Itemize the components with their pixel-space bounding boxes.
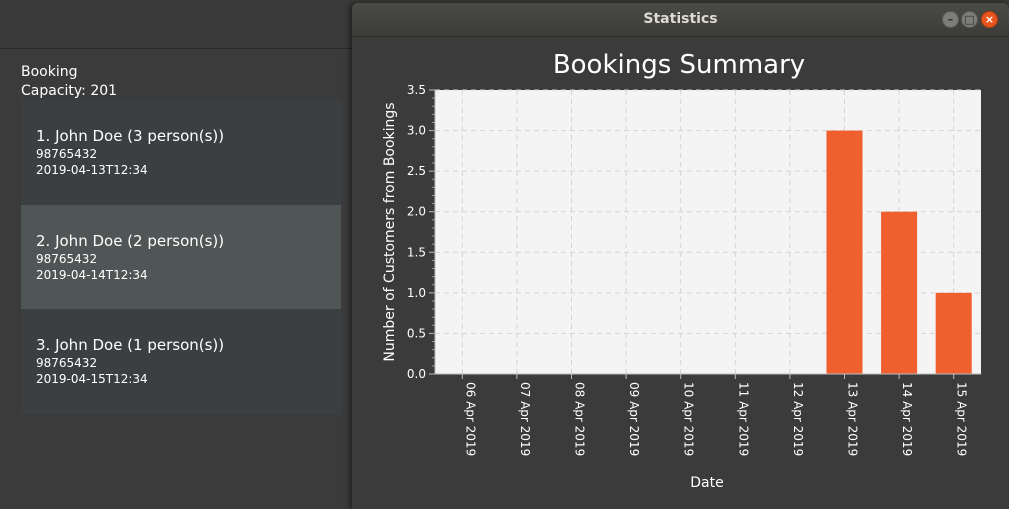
y-tick-label: 1.0 — [407, 286, 426, 300]
bar-13-apr-2019 — [826, 130, 863, 374]
window-title: Statistics — [643, 11, 718, 27]
booking-customer: 2. John Doe (2 person(s)) — [36, 231, 225, 250]
booking-phone: 98765432 — [36, 356, 98, 371]
booking-panel-title: Booking — [21, 64, 78, 80]
x-tick-label: 14 Apr 2019 — [900, 382, 914, 456]
bar-15-apr-2019 — [935, 292, 972, 374]
x-tick-label: 10 Apr 2019 — [682, 382, 696, 456]
x-tick-label: 15 Apr 2019 — [955, 382, 969, 456]
x-tick-label: 11 Apr 2019 — [736, 382, 750, 456]
y-tick-label: 0.0 — [407, 367, 426, 381]
booking-datetime: 2019-04-15T12:34 — [36, 372, 148, 387]
booking-capacity: Capacity: 201 — [21, 83, 118, 99]
booking-datetime: 2019-04-13T12:34 — [36, 163, 148, 177]
minimize-icon: – — [947, 13, 954, 26]
x-tick-label: 07 Apr 2019 — [518, 382, 532, 456]
minimize-button[interactable]: – — [942, 11, 959, 28]
x-tick-label: 12 Apr 2019 — [791, 382, 805, 456]
bookings-chart: Bookings Summary Number of Customers fro… — [382, 50, 981, 491]
bar-14-apr-2019 — [881, 211, 918, 374]
booking-customer: 1. John Doe (3 person(s)) — [36, 127, 225, 145]
booking-phone: 98765432 — [36, 251, 98, 266]
maximize-button[interactable]: □ — [961, 11, 978, 28]
booking-phone: 98765432 — [36, 147, 98, 161]
booking-card-2[interactable]: 2. John Doe (2 person(s)) 98765432 2019-… — [21, 204, 341, 310]
y-tick-label: 1.5 — [407, 245, 426, 259]
close-icon: × — [984, 13, 995, 26]
booking-card-1[interactable]: 1. John Doe (3 person(s)) 98765432 2019-… — [21, 100, 341, 205]
maximize-icon: □ — [964, 13, 975, 26]
booking-datetime: 2019-04-14T12:34 — [36, 267, 148, 282]
y-axis-label: Number of Customers from Bookings — [382, 102, 398, 361]
booking-customer: 3. John Doe (1 person(s)) — [36, 336, 225, 355]
y-tick-label: 3.0 — [407, 124, 426, 138]
y-tick-label: 0.5 — [407, 326, 426, 340]
chart-title: Bookings Summary — [553, 50, 805, 80]
x-tick-label: 13 Apr 2019 — [846, 382, 860, 456]
plot-area: 0.0 0.5 1.0 1.5 2.0 2.5 3.0 3.5 06 Apr 2019 07 Ap… — [407, 83, 981, 456]
close-button[interactable]: × — [981, 11, 998, 28]
x-tick-label: 08 Apr 2019 — [573, 382, 587, 456]
booking-card-3[interactable]: 3. John Doe (1 person(s)) 98765432 2019-… — [21, 309, 341, 414]
booking-list[interactable]: 1. John Doe (3 person(s)) 98765432 2019-… — [21, 100, 341, 414]
booking-panel-header: Booking Capacity: 201 — [21, 63, 117, 101]
x-axis-label: Date — [690, 475, 723, 491]
window-titlebar[interactable]: Statistics – □ × — [352, 3, 1009, 37]
x-tick-label: 06 Apr 2019 — [463, 382, 477, 456]
x-tick-label: 09 Apr 2019 — [627, 382, 641, 456]
statistics-window: Statistics – □ × Bookings Summary Number… — [352, 3, 1009, 509]
y-tick-label: 2.0 — [407, 205, 426, 219]
y-tick-label: 3.5 — [407, 83, 426, 97]
y-tick-label: 2.5 — [407, 164, 426, 178]
